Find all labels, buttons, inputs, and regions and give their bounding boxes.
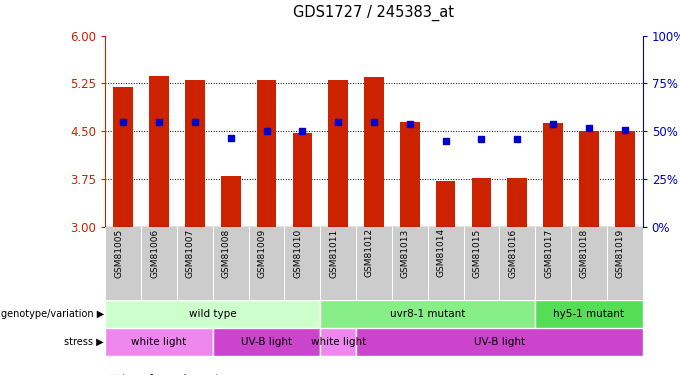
Text: GSM81010: GSM81010 (293, 228, 303, 278)
Bar (292, 132, 312, 227)
Bar (114, 87, 133, 227)
Text: GSM81009: GSM81009 (258, 228, 267, 278)
Bar (535, 300, 643, 328)
Bar (257, 80, 276, 227)
Text: UV-B light: UV-B light (474, 337, 525, 347)
Text: transformed count: transformed count (122, 374, 220, 375)
Text: wild type: wild type (189, 309, 237, 319)
Bar (320, 300, 535, 328)
Text: stress ▶: stress ▶ (65, 337, 104, 347)
Bar (472, 178, 491, 227)
Text: GSM81007: GSM81007 (186, 228, 195, 278)
Text: GSM81013: GSM81013 (401, 228, 410, 278)
Text: GSM81016: GSM81016 (508, 228, 517, 278)
Text: white light: white light (311, 337, 366, 347)
Bar (320, 328, 356, 356)
Text: GDS1727 / 245383_at: GDS1727 / 245383_at (294, 4, 454, 21)
Bar (356, 328, 643, 356)
Bar (221, 176, 241, 227)
Bar (328, 80, 348, 227)
Bar (185, 80, 205, 227)
Bar (364, 77, 384, 227)
Text: white light: white light (131, 337, 187, 347)
Text: GSM81019: GSM81019 (615, 228, 625, 278)
Bar (105, 328, 213, 356)
Bar (579, 131, 598, 227)
Bar (507, 178, 527, 227)
Text: GSM81018: GSM81018 (580, 228, 589, 278)
Bar (213, 328, 320, 356)
Text: GSM81015: GSM81015 (473, 228, 481, 278)
Text: uvr8-1 mutant: uvr8-1 mutant (390, 309, 465, 319)
Text: GSM81005: GSM81005 (114, 228, 123, 278)
Text: UV-B light: UV-B light (241, 337, 292, 347)
Bar (105, 300, 320, 328)
Text: GSM81017: GSM81017 (544, 228, 553, 278)
Bar (400, 122, 420, 227)
Text: GSM81006: GSM81006 (150, 228, 159, 278)
Text: GSM81008: GSM81008 (222, 228, 231, 278)
Text: genotype/variation ▶: genotype/variation ▶ (1, 309, 104, 319)
Bar (543, 123, 563, 227)
Text: GSM81014: GSM81014 (437, 228, 445, 278)
Text: ■: ■ (109, 374, 123, 375)
Text: GSM81011: GSM81011 (329, 228, 338, 278)
Bar (436, 181, 456, 227)
Text: hy5-1 mutant: hy5-1 mutant (554, 309, 624, 319)
Text: GSM81012: GSM81012 (365, 228, 374, 278)
Bar (150, 76, 169, 227)
Bar (615, 131, 634, 227)
